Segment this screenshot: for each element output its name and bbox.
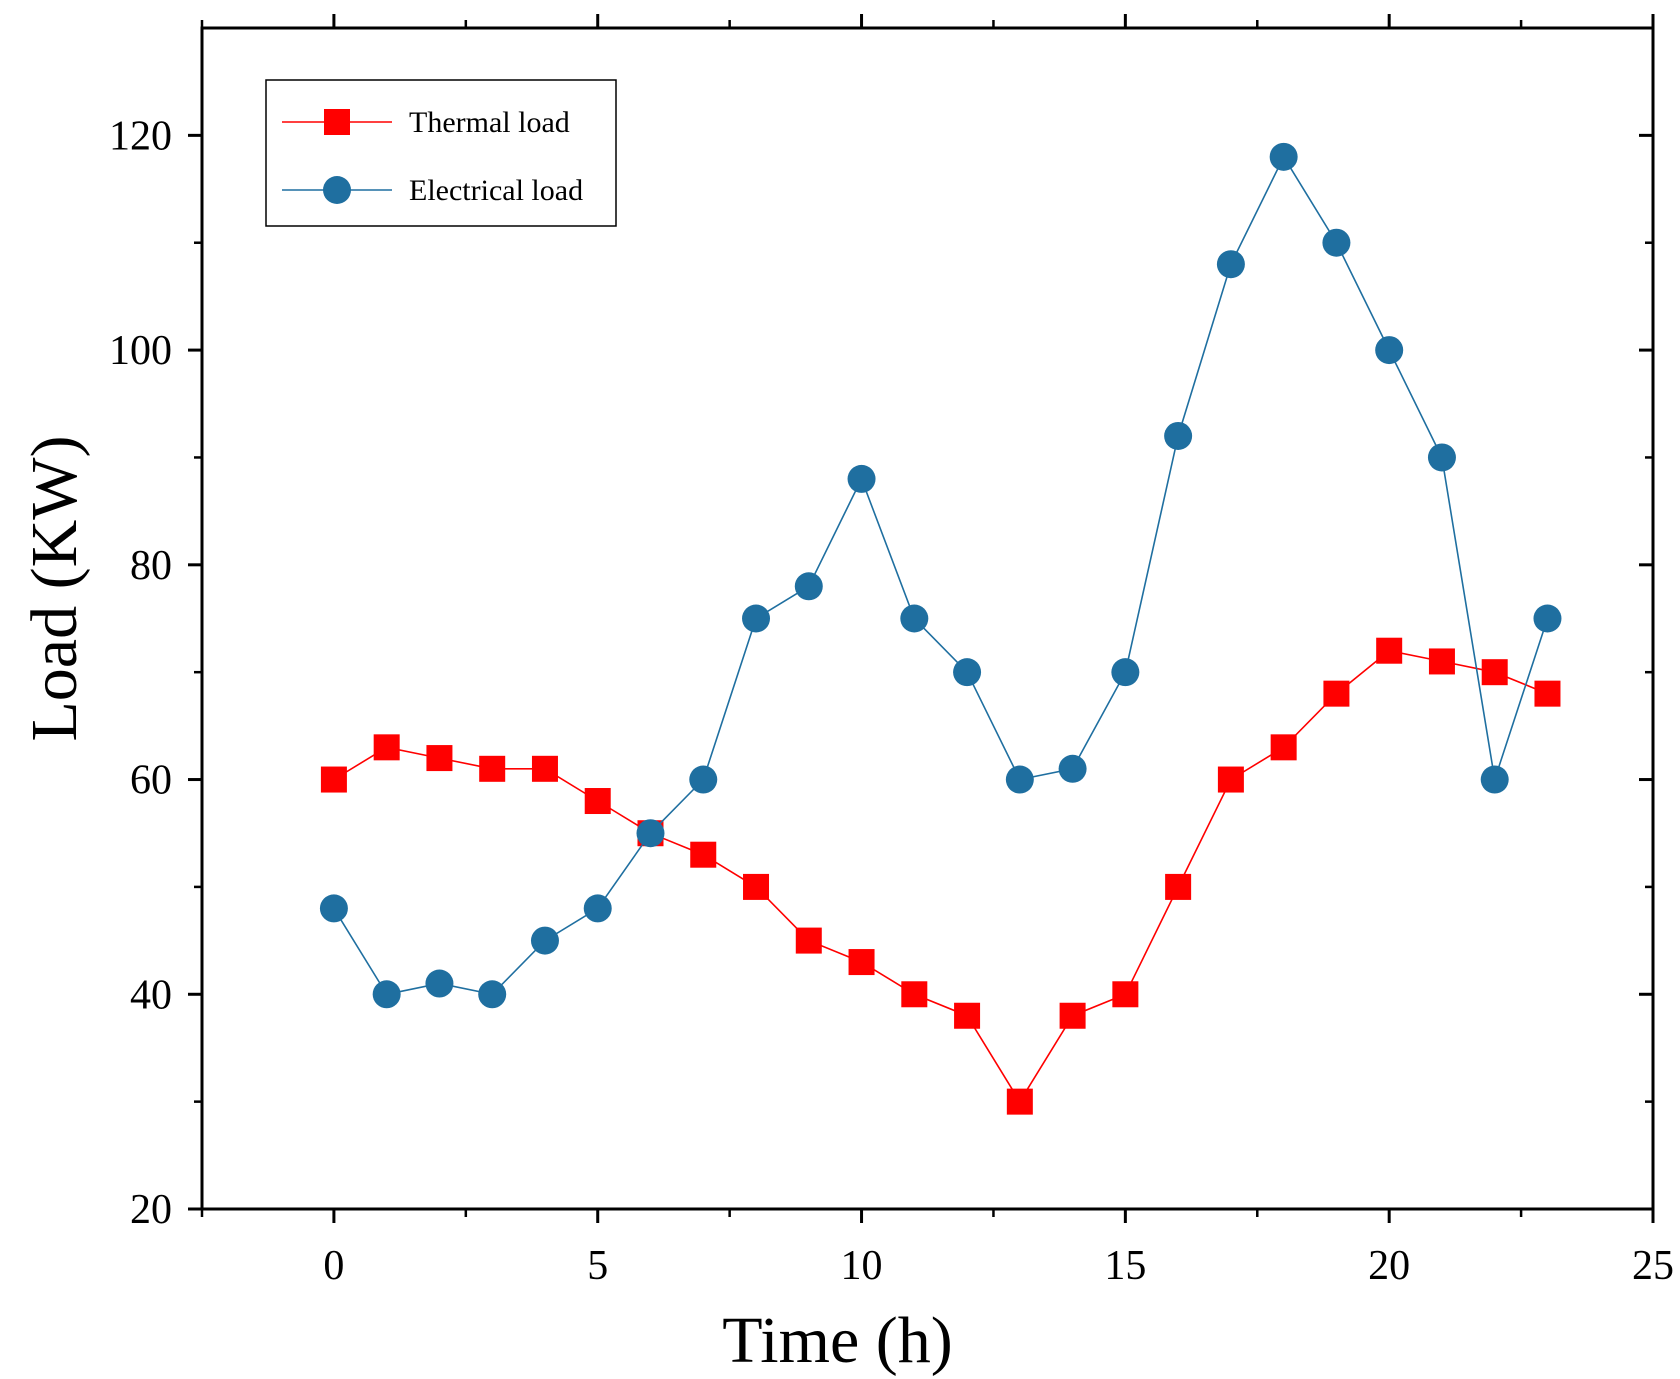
electrical-point	[319, 894, 348, 923]
electrical-point	[1269, 142, 1298, 171]
electrical-point	[1164, 421, 1193, 450]
legend-box	[265, 79, 617, 227]
thermal-point	[1428, 648, 1455, 675]
electrical-point	[953, 658, 982, 687]
thermal-point	[584, 788, 611, 815]
electrical-point	[689, 765, 718, 794]
thermal-point	[479, 755, 506, 782]
electrical-point	[1533, 604, 1562, 633]
thermal-point	[901, 981, 928, 1008]
thermal-point	[690, 841, 717, 868]
thermal-point	[1006, 1088, 1033, 1115]
legend-label: Thermal load	[409, 106, 570, 139]
thermal-point	[1217, 766, 1244, 793]
y-tick-label: 40	[130, 972, 172, 1018]
y-tick-label: 60	[130, 758, 172, 804]
electrical-point	[1375, 336, 1404, 365]
thermal-point	[1112, 981, 1139, 1008]
legend-marker	[324, 109, 350, 135]
thermal-point	[1481, 659, 1508, 686]
x-tick-label: 20	[1368, 1243, 1410, 1289]
thermal-point	[848, 949, 875, 976]
electrical-point	[847, 464, 876, 493]
electrical-point	[372, 980, 401, 1009]
thermal-point	[1534, 680, 1561, 707]
x-tick-label: 25	[1632, 1243, 1674, 1289]
electrical-point	[1111, 658, 1140, 687]
series-line	[333, 649, 1548, 1104]
series-electrical-load	[319, 142, 1562, 1009]
thermal-point	[1323, 680, 1350, 707]
thermal-point	[795, 927, 822, 954]
legend-label: Electrical load	[409, 174, 583, 207]
thermal-point	[1165, 873, 1192, 900]
y-tick-label: 80	[130, 543, 172, 589]
electrical-point	[1322, 228, 1351, 257]
electrical-point	[1216, 250, 1245, 279]
electrical-point	[1058, 754, 1087, 783]
y-tick-label: 20	[130, 1187, 172, 1233]
electrical-point	[425, 969, 454, 998]
electrical-point	[1005, 765, 1034, 794]
electrical-point	[900, 604, 929, 633]
thermal-point	[954, 1002, 981, 1029]
legend-marker	[323, 176, 351, 204]
y-tick-label: 120	[109, 113, 172, 159]
thermal-point	[426, 745, 453, 772]
plot-frame	[200, 26, 1655, 1211]
y-axis-title: Load (KW)	[18, 435, 91, 741]
legend: Thermal load Electrical load	[265, 79, 617, 227]
x-tick-label: 15	[1104, 1243, 1146, 1289]
x-tick-label: 10	[841, 1243, 883, 1289]
electrical-point	[1480, 765, 1509, 794]
axes: 0 5 10 15 20 25 20 40 60 80 100 120 Time (h) Load (KW…	[18, 14, 1674, 1377]
electrical-point	[742, 604, 771, 633]
series-layer	[319, 142, 1562, 1115]
thermal-point	[320, 766, 347, 793]
electrical-point	[1427, 443, 1456, 472]
thermal-point	[1270, 734, 1297, 761]
electrical-point	[583, 894, 612, 923]
thermal-point	[1059, 1002, 1086, 1029]
series-thermal-load	[320, 637, 1561, 1115]
series-line	[333, 155, 1549, 996]
electrical-point	[530, 926, 559, 955]
electrical-point	[636, 819, 665, 848]
thermal-point	[1376, 637, 1403, 664]
x-tick-label: 5	[587, 1243, 608, 1289]
x-tick-label: 0	[323, 1243, 344, 1289]
y-tick-label: 100	[109, 328, 172, 374]
x-axis-title: Time (h)	[722, 1304, 952, 1377]
electrical-point	[478, 980, 507, 1009]
thermal-point	[743, 873, 770, 900]
electrical-point	[794, 572, 823, 601]
thermal-point	[373, 734, 400, 761]
thermal-point	[531, 755, 558, 782]
